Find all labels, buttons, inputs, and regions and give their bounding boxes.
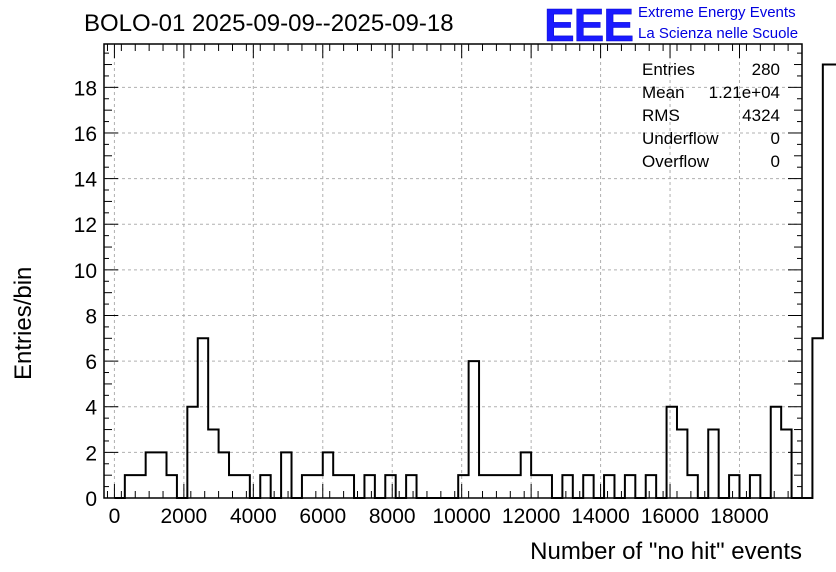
x-axis-label: Number of "no hit" events (530, 538, 802, 565)
stat-row-overflow: Overflow 0 (642, 152, 780, 175)
y-tick-label: 4 (85, 397, 97, 420)
stat-row-entries: Entries 280 (642, 60, 780, 83)
axis-ticks (104, 44, 803, 499)
chart-title: BOLO-01 2025-09-09--2025-09-18 (84, 10, 454, 37)
x-tick-label: 10000 (432, 505, 490, 528)
x-tick-label: 8000 (369, 505, 416, 528)
x-tick-labels: 0 2000 4000 6000 8000 10000 12000 14000 16000 180… (109, 505, 769, 528)
logo-line-2: La Scienza nelle Scuole (638, 25, 799, 42)
histogram-bin (812, 338, 822, 498)
x-tick-label: 6000 (299, 505, 346, 528)
stat-row-mean: Mean 1.21e+04 (642, 83, 780, 106)
y-tick-label: 8 (85, 305, 97, 328)
y-tick-labels: 0 2 4 6 8 10 12 14 16 18 (74, 77, 98, 511)
stat-label: Entries (642, 60, 695, 79)
stat-value: 280 (751, 60, 780, 79)
histogram-outline (114, 63, 836, 499)
stat-label: RMS (642, 106, 680, 125)
x-tick-label: 2000 (161, 505, 208, 528)
x-tick-label: 18000 (710, 505, 768, 528)
plot-frame (103, 43, 803, 499)
y-axis-label: Entries/bin (10, 266, 37, 380)
y-tick-label: 10 (74, 260, 97, 283)
stat-row-rms: RMS 4324 (642, 106, 780, 129)
y-tick-label: 6 (85, 351, 97, 374)
x-tick-label: 16000 (641, 505, 699, 528)
x-tick-label: 4000 (230, 505, 277, 528)
stat-label: Underflow (642, 129, 719, 148)
x-tick-label: 14000 (571, 505, 629, 528)
stat-label: Mean (642, 83, 685, 102)
y-tick-label: 14 (74, 169, 98, 192)
stat-label: Overflow (642, 152, 710, 171)
stat-value: 4324 (742, 106, 780, 125)
y-tick-label: 2 (85, 442, 97, 465)
stats-box: Entries 280 Mean 1.21e+04 RMS 4324 Under… (642, 60, 780, 175)
x-tick-label: 0 (109, 505, 121, 528)
y-tick-label: 0 (85, 488, 97, 511)
logo-line-1: Extreme Energy Events (638, 4, 796, 21)
x-tick-label: 12000 (502, 505, 560, 528)
stat-row-underflow: Underflow 0 (642, 129, 780, 152)
y-tick-label: 18 (74, 77, 97, 100)
y-tick-label: 16 (74, 123, 97, 146)
grid-lines (104, 44, 802, 498)
y-tick-label: 12 (74, 214, 97, 237)
stat-value: 0 (770, 129, 780, 148)
eee-logo: EEE (544, 0, 635, 51)
histogram-bin (823, 65, 833, 498)
stat-value: 1.21e+04 (708, 83, 780, 102)
stat-value: 0 (770, 152, 780, 171)
